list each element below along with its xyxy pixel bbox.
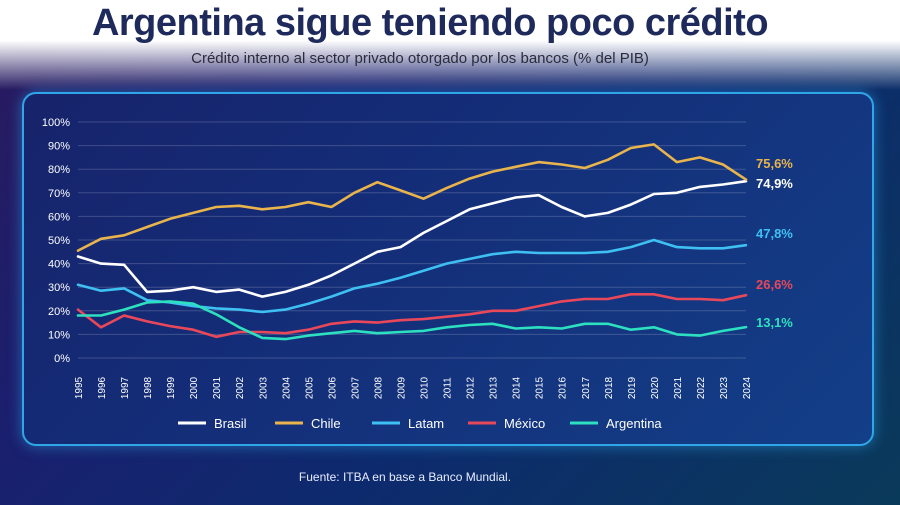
y-tick-label: 20% — [48, 306, 70, 318]
end-label-brasil: 74,9% — [756, 176, 793, 191]
chart-panel — [22, 92, 874, 446]
x-tick-label: 1998 — [143, 376, 154, 399]
header-backdrop — [0, 0, 900, 90]
end-label-argentina: 13,1% — [756, 315, 793, 330]
y-tick-label: 10% — [48, 329, 70, 341]
x-tick-label: 2018 — [604, 376, 615, 399]
x-tick-label: 2005 — [304, 376, 315, 399]
x-tick-label: 2000 — [189, 376, 200, 399]
end-label-latam: 47,8% — [756, 226, 793, 241]
x-tick-label: 2024 — [742, 376, 753, 399]
x-tick-label: 2011 — [443, 377, 454, 399]
series-end-labels: 74,9% 75,6% 47,8% 26,6% 13,1% — [756, 156, 793, 330]
x-tick-label: 2022 — [696, 376, 707, 399]
source-note: Fuente: ITBA en base a Banco Mundial. — [298, 470, 512, 484]
x-tick-label: 2013 — [489, 376, 500, 399]
x-tick-label: 2006 — [327, 376, 338, 399]
y-tick-label: 90% — [48, 141, 70, 153]
legend-label: Argentina — [606, 416, 662, 431]
y-tick-label: 60% — [48, 211, 70, 223]
x-tick-label: 1995 — [74, 376, 85, 399]
end-label-mxico: 26,6% — [756, 277, 793, 292]
y-tick-label: 40% — [48, 259, 70, 271]
legend-label: México — [504, 416, 545, 431]
series-line-chile — [76, 143, 748, 252]
legend-label: Latam — [408, 416, 444, 431]
x-tick-label: 2023 — [719, 376, 730, 399]
y-axis-ticks: 0% 10% 20% 30% 40% 50% 60% 70% 80% 90% 100% — [42, 117, 70, 365]
x-tick-label: 2019 — [627, 376, 638, 399]
x-tick-label: 2016 — [558, 376, 569, 399]
x-tick-label: 2004 — [281, 376, 292, 399]
x-tick-label: 1997 — [120, 376, 131, 399]
series-lines — [76, 143, 748, 341]
legend-label: Brasil — [214, 416, 247, 431]
x-tick-label: 2007 — [350, 376, 361, 399]
chart-legend: Brasil Chile Latam México Argentina — [178, 416, 662, 431]
end-label-chile: 75,6% — [756, 156, 793, 171]
x-tick-label: 2017 — [581, 376, 592, 399]
page-title: Argentina sigue teniendo poco crédito — [91, 2, 769, 44]
x-tick-label: 1996 — [97, 376, 108, 399]
series-line-brasil — [76, 179, 748, 298]
x-tick-label: 2010 — [420, 376, 431, 399]
page-subtitle: Crédito interno al sector privado otorga… — [191, 50, 649, 67]
x-axis-ticks: 1995 1996 1997 1998 1999 2000 2001 2002 2003 2004… — [74, 376, 753, 399]
x-tick-label: 2003 — [258, 376, 269, 399]
x-tick-label: 2021 — [673, 376, 684, 399]
y-tick-label: 80% — [48, 164, 70, 176]
x-tick-label: 2009 — [396, 376, 407, 399]
series-line-mxico — [76, 292, 748, 339]
x-tick-label: 2002 — [235, 376, 246, 399]
x-tick-label: 2001 — [212, 376, 223, 399]
y-tick-label: 100% — [42, 117, 70, 129]
y-tick-label: 70% — [48, 188, 70, 200]
x-tick-label: 2015 — [535, 376, 546, 399]
x-tick-label: 2020 — [650, 376, 661, 399]
x-tick-label: 2012 — [466, 376, 477, 399]
y-tick-label: 30% — [48, 282, 70, 294]
x-tick-label: 2014 — [512, 376, 523, 399]
x-tick-label: 1999 — [166, 376, 177, 399]
series-line-argentina — [76, 300, 748, 341]
y-tick-label: 0% — [54, 353, 70, 365]
legend-label: Chile — [311, 416, 341, 431]
series-line-latam — [76, 238, 748, 314]
y-tick-label: 50% — [48, 235, 70, 247]
x-tick-label: 2008 — [373, 376, 384, 399]
